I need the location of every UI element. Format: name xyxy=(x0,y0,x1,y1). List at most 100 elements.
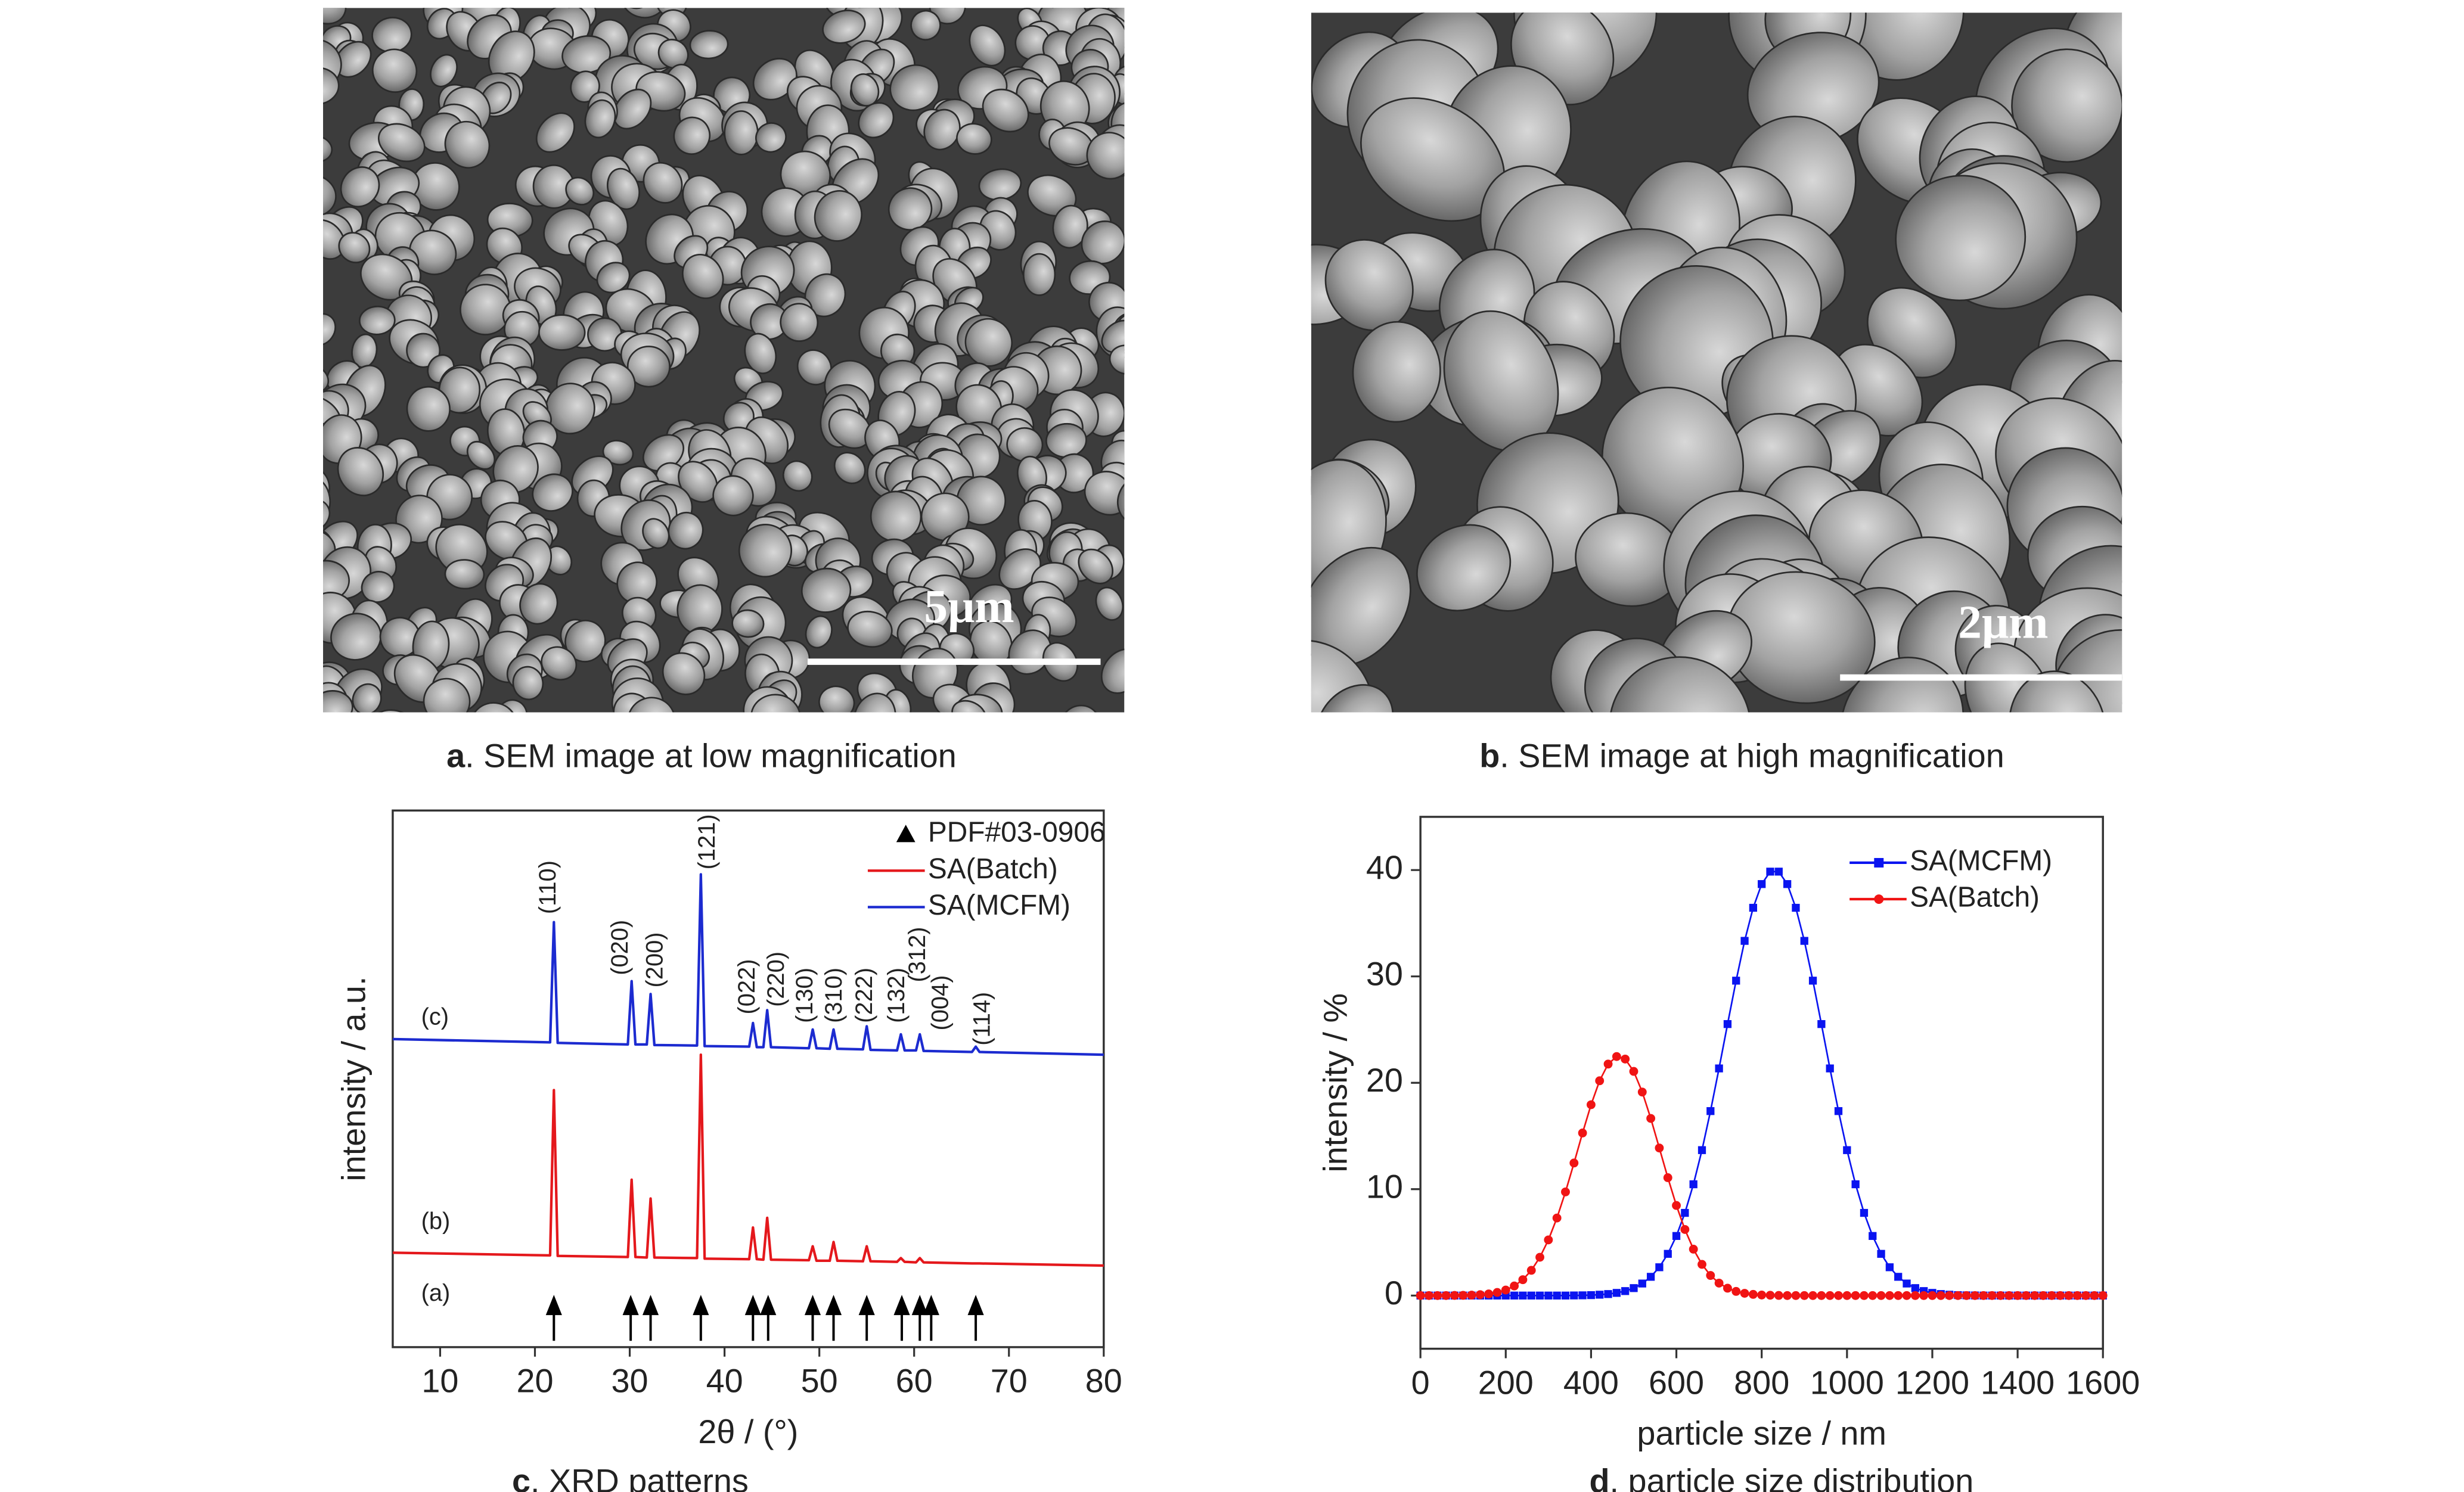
particle xyxy=(1840,657,1965,713)
marker xyxy=(1910,1291,1920,1300)
particle xyxy=(657,39,689,69)
marker xyxy=(1637,1087,1647,1097)
marker xyxy=(1544,1291,1553,1300)
x-tick-label: 400 xyxy=(1563,1363,1619,1401)
peak-label: (200) xyxy=(642,932,668,987)
particle xyxy=(910,10,941,41)
particle xyxy=(712,475,754,517)
x-tick-label: 40 xyxy=(706,1362,743,1400)
marker xyxy=(1646,1273,1655,1281)
particle xyxy=(330,613,382,661)
caption: a. SEM image at low magnification xyxy=(446,736,957,774)
peak-label: (114) xyxy=(969,992,995,1046)
legend-marker xyxy=(1874,894,1884,904)
marker xyxy=(1638,1279,1646,1288)
reference-peak-arrow xyxy=(825,1295,842,1341)
marker xyxy=(1561,1291,1570,1300)
peak-label: (110) xyxy=(535,860,561,914)
marker xyxy=(1860,1208,1869,1217)
marker xyxy=(1519,1291,1527,1300)
y-tick-label: 10 xyxy=(1366,1167,1403,1205)
x-axis-label: particle size / nm xyxy=(1637,1414,1886,1451)
particle xyxy=(755,122,787,153)
marker xyxy=(1774,1291,1783,1300)
particle xyxy=(438,366,481,414)
particle xyxy=(532,473,573,512)
marker xyxy=(1561,1187,1570,1196)
particle xyxy=(853,692,896,713)
marker xyxy=(1441,1291,1451,1300)
x-tick-label: 60 xyxy=(896,1362,933,1400)
marker xyxy=(1715,1064,1723,1073)
reference-peak-arrow xyxy=(893,1295,910,1341)
particle xyxy=(870,490,922,543)
peak-label: (132) xyxy=(883,968,910,1023)
particle xyxy=(368,709,414,713)
particle xyxy=(805,615,833,649)
marker xyxy=(2004,1291,2014,1300)
marker xyxy=(1621,1287,1630,1295)
marker xyxy=(1706,1107,1715,1115)
x-tick-label: 0 xyxy=(1411,1363,1430,1401)
particle xyxy=(602,440,634,466)
particle xyxy=(1311,639,1374,713)
particle xyxy=(1022,253,1056,296)
x-tick-label: 1600 xyxy=(2066,1363,2140,1401)
particle xyxy=(430,54,458,88)
particle xyxy=(323,499,331,533)
marker xyxy=(2072,1291,2082,1300)
marker xyxy=(1731,1286,1741,1296)
marker xyxy=(1748,1289,1758,1299)
caption: d. particle size distribution xyxy=(1589,1462,1973,1492)
x-tick-label: 50 xyxy=(801,1362,838,1400)
marker xyxy=(1817,1020,1826,1028)
particle xyxy=(340,166,380,208)
particle xyxy=(323,475,331,526)
particle xyxy=(956,123,992,155)
legend-label: SA(Batch) xyxy=(1910,882,2040,913)
particle xyxy=(1078,548,1114,585)
marker xyxy=(1629,1067,1638,1076)
marker xyxy=(1646,1114,1656,1123)
marker xyxy=(1578,1129,1587,1137)
legend-marker xyxy=(1874,857,1884,868)
reference-peak-arrow xyxy=(744,1295,761,1341)
particle xyxy=(323,8,347,25)
marker xyxy=(1825,1291,1835,1300)
legend-symbol xyxy=(896,825,916,843)
particle xyxy=(1027,174,1077,217)
marker xyxy=(1936,1291,1945,1300)
particle xyxy=(964,318,1013,367)
particle xyxy=(361,571,395,603)
y-axis-label: intensity / a.u. xyxy=(335,976,373,1181)
particle xyxy=(969,24,1006,67)
marker xyxy=(1758,880,1766,888)
particle xyxy=(444,559,485,590)
series-line xyxy=(392,873,1104,1056)
marker xyxy=(1612,1289,1621,1297)
particle xyxy=(323,135,333,163)
x-tick-label: 800 xyxy=(1734,1363,1789,1401)
reference-peak-arrow xyxy=(760,1295,777,1341)
reference-peak-arrow xyxy=(923,1295,939,1341)
marker xyxy=(1766,868,1774,876)
marker xyxy=(1698,1146,1706,1154)
particle xyxy=(782,460,813,492)
marker xyxy=(1911,1284,1919,1292)
marker xyxy=(1996,1291,2005,1300)
marker xyxy=(1808,1291,1818,1300)
marker xyxy=(1698,1260,1706,1269)
particle xyxy=(682,253,724,299)
marker xyxy=(1808,977,1817,985)
particle xyxy=(535,112,575,153)
marker xyxy=(1672,1232,1681,1240)
peak-label: (220) xyxy=(763,952,789,1007)
reference-peak-arrow xyxy=(804,1295,821,1341)
marker xyxy=(1689,1180,1698,1189)
x-tick-label: 1000 xyxy=(1810,1363,1884,1401)
marker xyxy=(1851,1180,1860,1189)
marker xyxy=(1706,1271,1715,1280)
marker xyxy=(1765,1291,1775,1300)
particle xyxy=(352,683,382,713)
x-tick-label: 1400 xyxy=(1981,1363,2055,1401)
